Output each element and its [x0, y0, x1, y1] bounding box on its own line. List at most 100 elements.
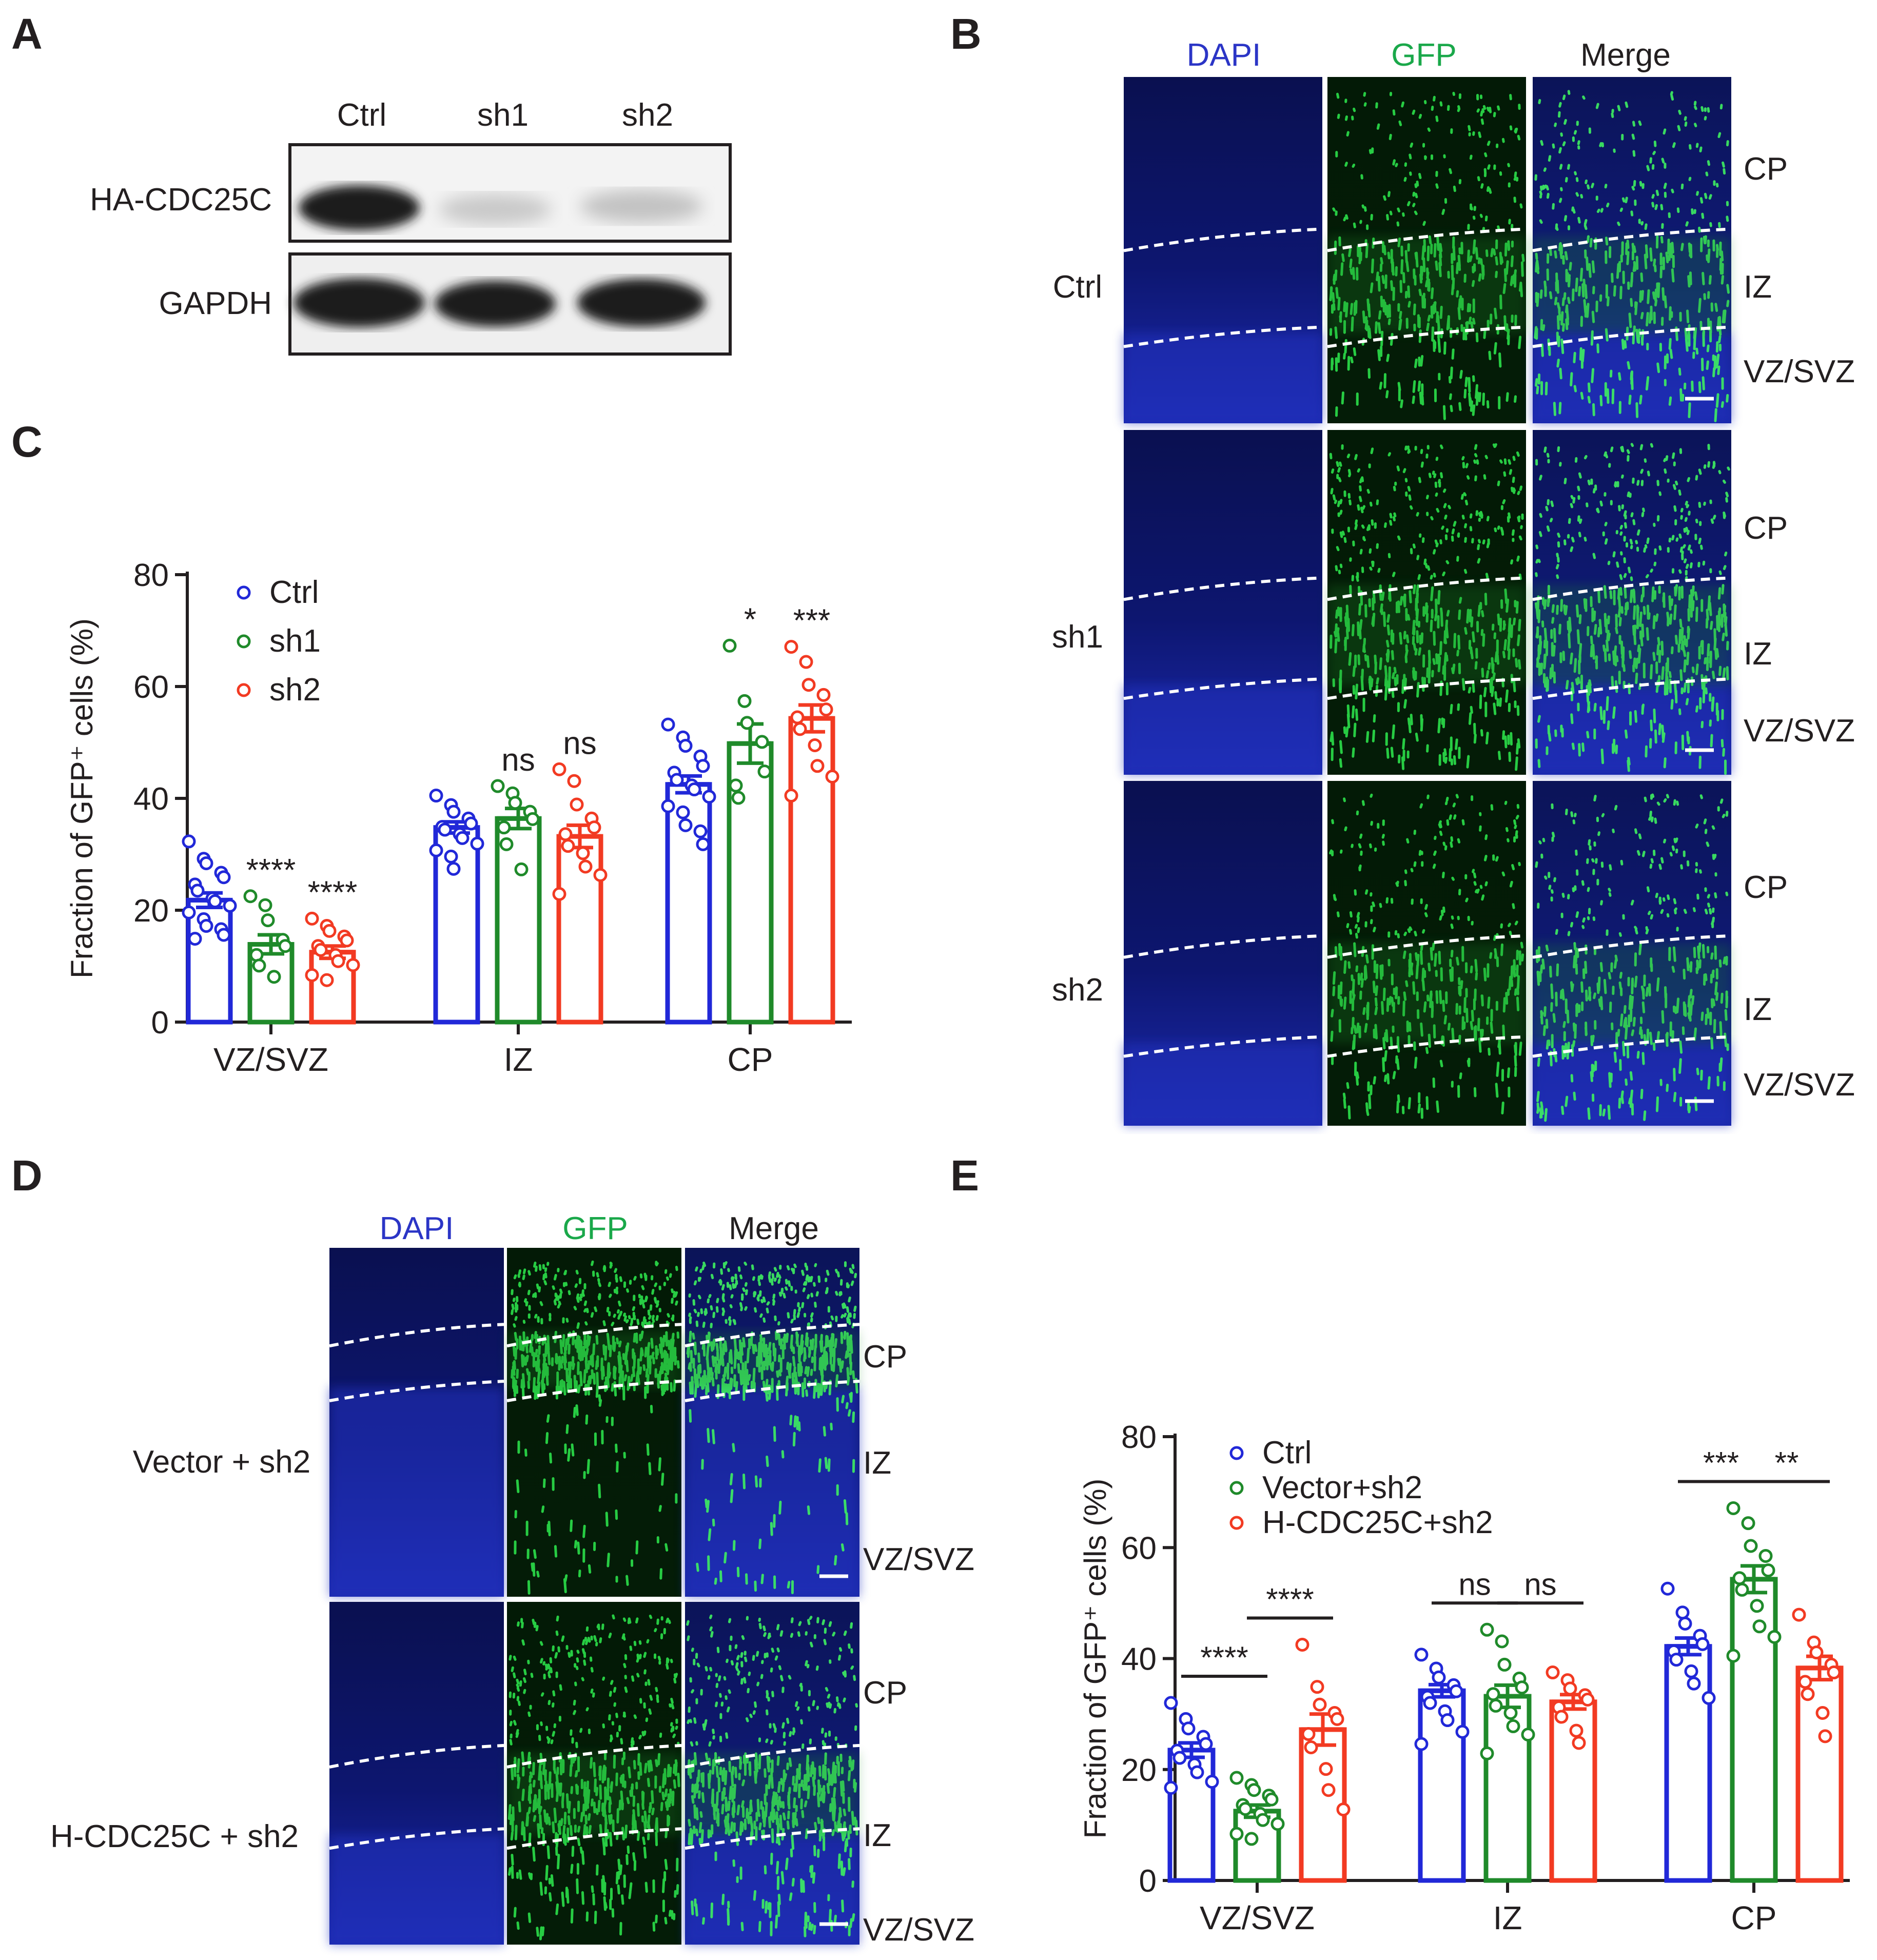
region-boundary — [1123, 325, 1323, 348]
data-point — [208, 894, 222, 909]
western-blot: Ctrl sh1 sh2 HA-CDC25C GAPDH — [90, 97, 732, 356]
region-boundary — [1532, 677, 1732, 700]
data-point — [1313, 1697, 1327, 1712]
data-point — [1449, 1684, 1463, 1698]
data-point — [1414, 1737, 1429, 1751]
data-point — [552, 887, 566, 901]
region-label-cp: CP — [1744, 511, 1788, 546]
data-point — [1702, 1691, 1716, 1705]
region-boundary — [506, 1323, 682, 1348]
vz-density — [329, 1835, 504, 1945]
channel-label-gfp: GFP — [562, 1211, 628, 1246]
y-tick-label: 60 — [1121, 1531, 1157, 1566]
data-point — [1767, 1630, 1782, 1644]
data-point — [784, 640, 798, 654]
data-point — [1695, 1637, 1710, 1651]
data-point — [1172, 1751, 1187, 1765]
data-point — [497, 820, 511, 835]
data-point — [661, 717, 675, 732]
data-point — [1336, 1802, 1351, 1817]
legend-marker — [1229, 1516, 1244, 1530]
region-boundary — [506, 1827, 682, 1850]
y-tick-label: 0 — [151, 1005, 169, 1041]
data-point — [819, 702, 833, 717]
data-point — [1546, 1665, 1560, 1680]
region-label-vz-svz: VZ/SVZ — [1744, 713, 1855, 749]
row-label-ha-cdc25c: HA-CDC25C — [90, 182, 272, 218]
region-boundary — [685, 1323, 860, 1348]
data-point — [1238, 1802, 1253, 1816]
region-label-cp: CP — [1744, 870, 1788, 905]
legend-label: H-CDC25C+sh2 — [1262, 1505, 1493, 1540]
legend-marker — [237, 683, 251, 697]
bar-chart-c: 0 20 40 60 80 Fraction of GFP⁺ cells (%) VZ/SV… — [65, 558, 852, 1078]
channel-label-dapi: DAPI — [380, 1211, 454, 1246]
data-point — [199, 919, 213, 933]
y-tick-label: 60 — [133, 670, 169, 705]
x-tick-label: VZ/SVZ — [1200, 1899, 1315, 1936]
x-tick-label: VZ/SVZ — [213, 1041, 328, 1078]
data-point — [182, 834, 196, 849]
vz-density — [1124, 1043, 1322, 1126]
data-point — [429, 843, 443, 857]
dapi-micrograph — [1123, 781, 1323, 1126]
region-boundary — [506, 1380, 682, 1402]
x-tick-label: IZ — [504, 1041, 533, 1078]
vz-density — [329, 1387, 504, 1597]
data-point — [1506, 1719, 1520, 1733]
data-point — [1752, 1619, 1767, 1634]
data-point — [1164, 1696, 1178, 1710]
data-point — [1503, 1706, 1518, 1720]
data-point — [696, 837, 710, 851]
y-axis-label: Fraction of GFP⁺ cells (%) — [1078, 1479, 1112, 1839]
significance-label: * — [744, 602, 756, 637]
region-boundary — [685, 1380, 860, 1402]
condition-label-ctrl: Ctrl — [1053, 269, 1102, 305]
data-point — [1310, 1680, 1324, 1694]
region-boundary — [329, 1380, 504, 1402]
data-point — [693, 824, 708, 838]
region-boundary — [1327, 677, 1527, 700]
vz-density — [1533, 685, 1731, 775]
micrograph-background — [507, 1248, 681, 1597]
x-tick-label: CP — [1731, 1899, 1777, 1936]
region-boundary — [329, 1743, 504, 1769]
data-point — [1205, 1775, 1219, 1789]
data-point — [1798, 1675, 1812, 1689]
data-point — [446, 861, 461, 876]
y-tick-label: 20 — [1121, 1753, 1157, 1788]
data-point — [444, 849, 458, 864]
data-point — [1301, 1727, 1316, 1741]
data-point — [1675, 1605, 1690, 1620]
data-point — [1264, 1792, 1279, 1807]
data-point — [278, 939, 292, 953]
region-boundary — [1327, 325, 1527, 348]
data-point — [1732, 1571, 1747, 1585]
data-point — [438, 822, 452, 837]
data-point — [790, 710, 805, 724]
data-point — [1319, 1762, 1333, 1776]
data-point — [499, 837, 514, 851]
data-point — [808, 738, 822, 752]
legend-label: Vector+sh2 — [1262, 1470, 1422, 1505]
region-boundary — [1123, 677, 1323, 700]
condition-label-sh2: sh2 — [1052, 972, 1103, 1008]
merge-micrograph — [685, 1602, 860, 1945]
significance-label: *** — [793, 603, 830, 639]
iz-glow — [1327, 943, 1526, 1043]
data-point — [740, 716, 754, 730]
data-point — [346, 958, 360, 972]
significance-label: ns — [501, 742, 535, 778]
micrograph-grid-b: DAPI GFP Merge Ctrl sh1 sh2 CP IZ VZ/SVZ… — [1052, 37, 1855, 1126]
data-point — [576, 846, 590, 860]
data-point — [552, 762, 566, 776]
data-point — [1521, 1728, 1535, 1742]
merge-micrograph — [1532, 77, 1732, 423]
data-point — [1554, 1710, 1569, 1724]
data-point — [661, 799, 675, 813]
y-tick-label: 80 — [1121, 1420, 1157, 1455]
region-label-vz-svz: VZ/SVZ — [863, 1912, 974, 1948]
data-point — [1801, 1687, 1815, 1701]
data-point — [1480, 1746, 1494, 1760]
